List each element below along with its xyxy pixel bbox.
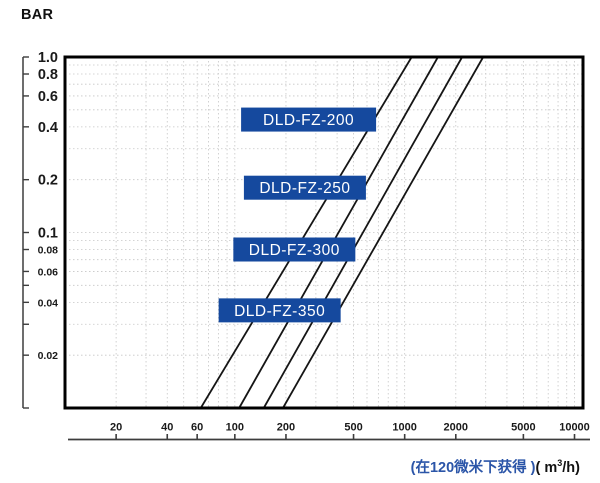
series-label-DLD-FZ-200: DLD-FZ-200 — [241, 107, 377, 132]
y-tick-label-0.04: 0.04 — [38, 297, 59, 309]
y-tick-label-0.06: 0.06 — [38, 266, 59, 278]
x-tick-label-1000: 1000 — [392, 422, 416, 434]
series-label-box — [233, 237, 356, 262]
y-tick-label-0.2: 0.2 — [38, 173, 58, 189]
y-tick-label-0.6: 0.6 — [38, 89, 58, 105]
y-axis-ruler: 1.00.8 0.6 0.4 0.2 0.1 0.08 0.06 0.04 0.02 — [22, 50, 59, 409]
y-tick-label-0.4: 0.4 — [38, 120, 58, 136]
y-axis-unit-label: BAR — [21, 7, 54, 23]
y-tick-label-0.08: 0.08 — [38, 245, 59, 257]
plot-border — [63, 55, 585, 410]
series-label-text: DLD-FZ-200 — [263, 112, 354, 129]
x-tick-label-500: 500 — [344, 422, 362, 434]
series-label-box — [218, 298, 341, 323]
series-label-text: DLD-FZ-250 — [259, 180, 350, 197]
x-tick-label-5000: 5000 — [511, 422, 535, 434]
x-tick-label-60: 60 — [191, 422, 203, 434]
x-tick-label-2000: 2000 — [444, 422, 468, 434]
series-label-DLD-FZ-350: DLD-FZ-350 — [218, 298, 341, 323]
x-axis-unit: ( m3/h) — [535, 458, 580, 476]
x-tick-label-10000: 10000 — [559, 422, 590, 434]
series-label-box — [241, 107, 377, 132]
x-tick-label-40: 40 — [161, 422, 173, 434]
y-tick-label-0.1: 0.1 — [38, 226, 58, 242]
x-tick-label-20: 20 — [110, 422, 122, 434]
series-label-DLD-FZ-250: DLD-FZ-250 — [243, 175, 366, 200]
series-label-box — [243, 175, 366, 200]
y-tick-label-1.0: 1.0 — [38, 50, 58, 66]
series-label-text: DLD-FZ-300 — [249, 242, 340, 259]
y-tick-label-0.8: 0.8 — [38, 67, 58, 83]
x-axis-ruler: 20 40 60 100 200 500 1000 2000 5000 10000 — [68, 422, 590, 441]
series-line-DLD-FZ-250 — [238, 56, 439, 409]
y-tick-label-0.02: 0.02 — [38, 350, 59, 362]
series-line-DLD-FZ-200 — [199, 56, 413, 409]
series-label-DLD-FZ-300: DLD-FZ-300 — [233, 237, 356, 262]
x-tick-label-200: 200 — [277, 422, 295, 434]
series-label-text: DLD-FZ-350 — [234, 303, 325, 320]
series-line-DLD-FZ-300 — [262, 56, 463, 409]
x-axis-caption: (在120微米下获得 )( m3/h) — [411, 456, 580, 477]
x-tick-label-100: 100 — [226, 422, 244, 434]
caption-chinese-note: (在120微米下获得 ) — [410, 460, 536, 476]
series-line-DLD-FZ-350 — [282, 56, 484, 409]
